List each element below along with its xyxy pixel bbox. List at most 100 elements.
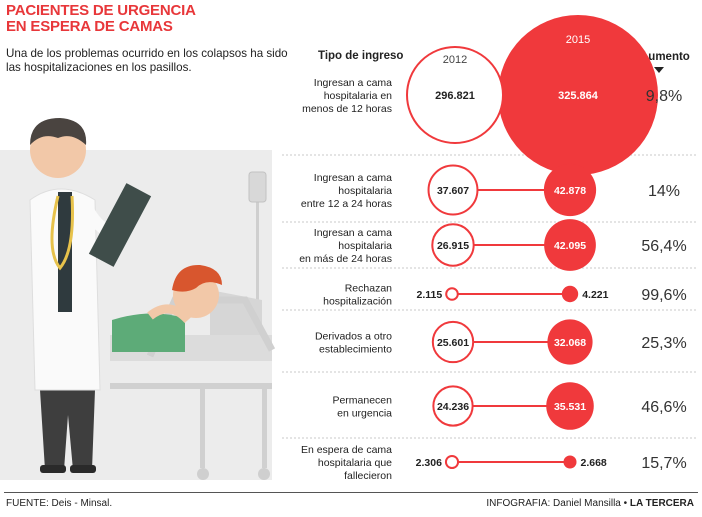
- iv-pole: [256, 172, 259, 342]
- doctor-patient-illustration: [0, 118, 276, 480]
- bubble-2015: [563, 455, 577, 469]
- footer-credit: INFOGRAFIA: Daniel Mansilla • LA TERCERA: [486, 498, 694, 509]
- row-header: Tipo de ingreso: [318, 50, 404, 62]
- row-separators: [282, 154, 698, 439]
- row-label-line: Derivados a otro: [315, 331, 392, 343]
- data-row: Ingresan a cama hospitalaria en menos de 1…: [302, 15, 682, 175]
- value-2015: 325.864: [558, 90, 599, 102]
- title-line-2: EN ESPERA DE CAMAS: [6, 18, 173, 35]
- bubble-2015: [561, 285, 579, 303]
- value-2015: 32.068: [554, 337, 586, 349]
- bed-leg-right: [262, 383, 267, 468]
- row-label-line: En espera de cama: [301, 444, 392, 456]
- value-2015: 42.095: [554, 240, 586, 252]
- row-label-line: establecimiento: [319, 344, 392, 356]
- value-2012: 2.306: [416, 457, 442, 469]
- bubble-2015: [543, 163, 597, 217]
- bed-frame: [110, 383, 272, 389]
- value-2012: 24.236: [437, 401, 469, 413]
- row-label-line: hospitalaria: [338, 185, 392, 197]
- row-label: Ingresan a cama hospitalaria en menos de 1…: [302, 77, 392, 115]
- data-row: En espera de cama hospitalaria que falleci…: [301, 444, 687, 482]
- increase-value: 56,4%: [641, 238, 686, 255]
- change-header: Aumento: [640, 51, 690, 63]
- row-label: Derivados a otro establecimiento: [315, 331, 392, 356]
- row-label-line: Permanecen: [332, 395, 392, 407]
- doctor-shoe-right: [70, 465, 96, 473]
- row-label: Ingresan a cama hospitalaria en más de 24 …: [299, 227, 392, 265]
- year-label-2015: 2015: [566, 34, 590, 46]
- bubble-2012: [431, 320, 475, 364]
- stethoscope: [50, 195, 74, 271]
- bubble-2012: [406, 46, 504, 144]
- data-row: Derivados a otro establecimiento 25.601 32.…: [315, 319, 687, 365]
- row-label-line: hospitalaria: [338, 240, 392, 252]
- value-2015: 2.668: [581, 457, 607, 469]
- increase-value: 25,3%: [641, 335, 686, 352]
- increase-value: 14%: [648, 183, 680, 200]
- title-line-1: PACIENTES DE URGENCIA: [6, 2, 196, 19]
- bubble-2015: [546, 382, 594, 430]
- data-row: Ingresan a cama hospitalaria entre 12 a 24…: [301, 163, 680, 217]
- bubble-2012: [432, 385, 474, 427]
- footer-credit-prefix: INFOGRAFIA: Daniel Mansilla •: [486, 498, 628, 509]
- value-2012: 25.601: [437, 337, 469, 349]
- increase-value: 99,6%: [641, 287, 686, 304]
- bed-leg-left: [200, 383, 205, 468]
- data-rows: Ingresan a cama hospitalaria en menos de 1…: [299, 15, 687, 482]
- bubble-2012: [445, 287, 459, 301]
- row-label: Ingresan a cama hospitalaria entre 12 a 24…: [301, 172, 392, 210]
- bubble-2015: [544, 219, 596, 271]
- bubble-2012: [444, 454, 460, 470]
- value-2012: 296.821: [435, 90, 475, 102]
- footer-credit-brand: LA TERCERA: [629, 498, 694, 509]
- footer-source: FUENTE: Deis - Minsal.: [6, 498, 113, 509]
- change-header-arrow-icon: [654, 67, 664, 73]
- bubble-2012: [431, 223, 475, 267]
- row-label-line: en urgencia: [337, 408, 392, 420]
- row-label: Rechazan hospitalización: [323, 283, 392, 308]
- value-2015: 4.221: [582, 289, 608, 301]
- value-2012: 37.607: [437, 185, 469, 197]
- patient-arm: [147, 304, 192, 324]
- data-row: Rechazan hospitalización 2.115 4.221 99,6%: [323, 283, 687, 308]
- increase-value: 46,6%: [641, 399, 686, 416]
- patient-hair: [172, 264, 222, 292]
- iv-bag: [248, 171, 267, 203]
- increase-value: 15,7%: [641, 455, 686, 472]
- year-label-2012: 2012: [443, 54, 467, 66]
- row-label-line: hospitalaria en: [324, 90, 392, 102]
- footer-rule: [4, 492, 698, 493]
- row-label-line: entre 12 a 24 horas: [301, 198, 392, 210]
- bubble-2012: [427, 164, 479, 216]
- increase-value: 9,8%: [646, 88, 682, 105]
- value-2015: 42.878: [554, 185, 586, 197]
- bed-wheel-right: [258, 468, 270, 480]
- row-label-line: Ingresan a cama: [314, 77, 392, 89]
- chart-subtitle: Una de los problemas ocurrido en los col…: [6, 47, 288, 74]
- row-label-line: hospitalización: [323, 296, 392, 308]
- row-label-line: Ingresan a cama: [314, 172, 392, 184]
- clipboard: [88, 183, 152, 267]
- bubble-2015: [547, 319, 593, 365]
- doctor-hair: [30, 118, 87, 145]
- row-label-line: fallecieron: [344, 470, 392, 482]
- row-label-line: en más de 24 horas: [299, 253, 392, 265]
- row-label: Permanecen en urgencia: [332, 395, 392, 420]
- value-2015: 35.531: [554, 401, 586, 413]
- doctor-shirt: [58, 192, 72, 312]
- data-row: Permanecen en urgencia 24.236 35.531 46,6%: [332, 382, 687, 430]
- doctor-shoe-left: [40, 465, 66, 473]
- row-label-line: menos de 12 horas: [302, 103, 392, 115]
- row-label-line: Ingresan a cama: [314, 227, 392, 239]
- data-row: Ingresan a cama hospitalaria en más de 24 …: [299, 219, 687, 271]
- value-2012: 26.915: [437, 240, 469, 252]
- row-label-line: hospitalaria que: [318, 457, 392, 469]
- value-2012: 2.115: [416, 289, 442, 301]
- doctor-legs: [40, 390, 95, 470]
- chart-title: PACIENTES DE URGENCIA EN ESPERA DE CAMAS: [6, 3, 196, 35]
- bed-wheel-left: [197, 468, 209, 480]
- patient-gown: [112, 313, 185, 352]
- row-label: En espera de cama hospitalaria que falleci…: [301, 444, 392, 482]
